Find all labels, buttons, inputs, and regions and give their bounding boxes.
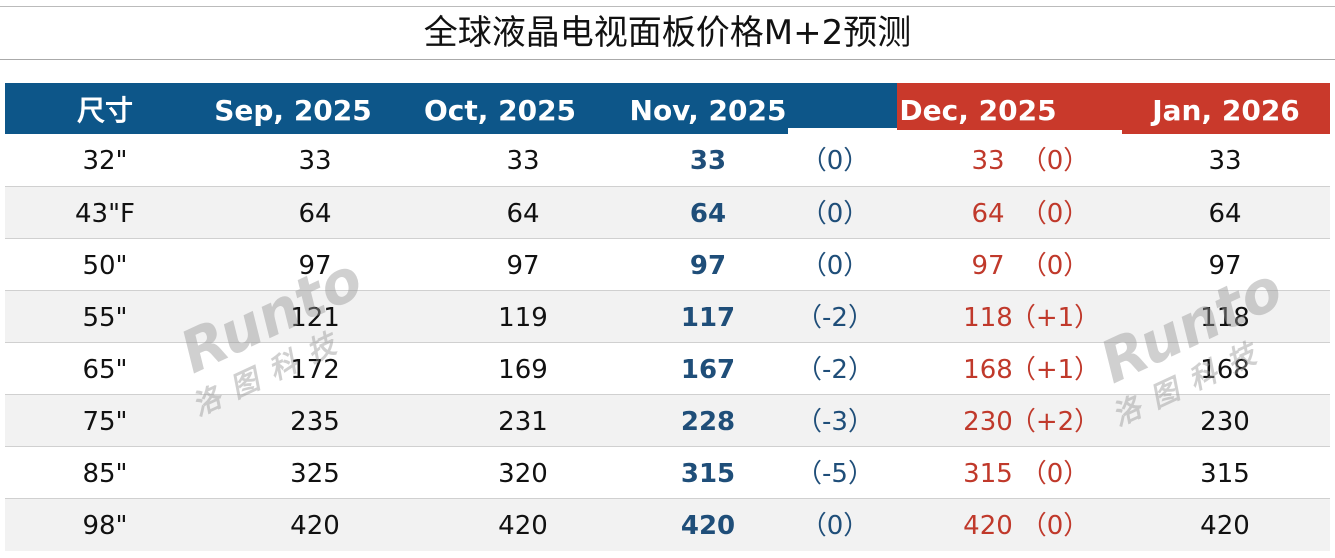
- header-underline: [897, 83, 1122, 134]
- table-cell: 98": [82, 511, 128, 541]
- table-cell: （+1）: [1009, 355, 1101, 385]
- table-cell: 325: [290, 459, 340, 489]
- table-cell: 64: [1208, 199, 1242, 229]
- table-row: 32" 33 33 33 （0） 33 （0） 33: [5, 134, 1330, 186]
- table-cell: 235: [290, 407, 340, 437]
- column-header: 尺寸: [76, 94, 133, 127]
- table-cell: 97: [298, 251, 332, 281]
- table-cell: （-2）: [796, 303, 874, 333]
- table-cell: 32": [82, 146, 128, 176]
- table-cell: 117: [680, 303, 736, 333]
- table-cell: （-5）: [796, 459, 874, 489]
- table-row: 98" 420 420 420 （0） 420 （0） 420: [5, 498, 1330, 551]
- table-row: 43"F 64 64 64 （0） 64 （0） 64: [5, 186, 1330, 239]
- table-cell: 228: [680, 407, 736, 437]
- table-row: 55" 121 119 117 （-2） 118 （+1） 118: [5, 290, 1330, 343]
- table-cell: 118: [963, 303, 1013, 333]
- table-cell: 167: [680, 355, 736, 385]
- table-cell: 97: [1208, 251, 1242, 281]
- table-cell: （0）: [1020, 251, 1090, 281]
- table-cell: （0）: [800, 251, 870, 281]
- table-cell: （0）: [800, 511, 870, 541]
- table-cell: 33: [689, 146, 727, 176]
- table-cell: 315: [680, 459, 736, 489]
- column-header: Jan, 2026: [1152, 94, 1300, 127]
- title: 全球液晶电视面板价格M+2预测: [0, 6, 1335, 60]
- table-cell: 420: [680, 511, 736, 541]
- table-cell: （0）: [800, 199, 870, 229]
- table-cell: 64: [689, 199, 727, 229]
- table-cell: 33: [298, 146, 332, 176]
- column-header: Sep, 2025: [214, 94, 372, 127]
- table-cell: （0）: [1020, 146, 1090, 176]
- table-cell: （-3）: [796, 407, 874, 437]
- table-cell: （0）: [1020, 459, 1090, 489]
- table-cell: （0）: [800, 146, 870, 176]
- table-row: 85" 325 320 315 （-5） 315 （0） 315: [5, 446, 1330, 499]
- table-cell: 33: [971, 146, 1005, 176]
- table-cell: 119: [498, 303, 548, 333]
- table-cell: 172: [290, 355, 340, 385]
- column-header: Oct, 2025: [423, 94, 577, 127]
- table-cell: 64: [298, 199, 332, 229]
- table-cell: 97: [689, 251, 727, 281]
- table-cell: 118: [1200, 303, 1250, 333]
- table-cell: 64: [971, 199, 1005, 229]
- table-cell: 64: [506, 199, 540, 229]
- table-cell: 33: [506, 146, 540, 176]
- table-cell: （0）: [1020, 511, 1090, 541]
- table-cell: 420: [498, 511, 548, 541]
- table-cell: （0）: [1020, 199, 1090, 229]
- header-bar: [5, 83, 897, 134]
- table-cell: （+2）: [1009, 407, 1101, 437]
- table-cell: （-2）: [796, 355, 874, 385]
- table-cell: 43"F: [75, 199, 135, 229]
- table-cell: 420: [1200, 511, 1250, 541]
- table-cell: 65": [82, 355, 128, 385]
- table-cell: 121: [290, 303, 340, 333]
- table-cell: 168: [1200, 355, 1250, 385]
- table-row: 75" 235 231 228 （-3） 230 （+2） 230: [5, 394, 1330, 447]
- table-cell: 169: [498, 355, 548, 385]
- table-cell: （+1）: [1009, 303, 1101, 333]
- table-cell: 85": [82, 459, 128, 489]
- table-row: 50" 97 97 97 （0） 97 （0） 97: [5, 238, 1330, 291]
- column-header: Dec, 2025: [899, 94, 1057, 127]
- table-cell: 75": [82, 407, 128, 437]
- header-bar-forecast: [897, 83, 1330, 134]
- table-cell: 230: [963, 407, 1013, 437]
- table-cell: 168: [963, 355, 1013, 385]
- table-cell: 420: [290, 511, 340, 541]
- table-cell: 230: [1200, 407, 1250, 437]
- header-gap: [788, 128, 897, 134]
- table-cell: 55": [82, 303, 128, 333]
- table-cell: 97: [506, 251, 540, 281]
- column-header: Nov, 2025: [629, 94, 787, 127]
- table-cell: 33: [1208, 146, 1242, 176]
- table-row: 65" 172 169 167 （-2） 168 （+1） 168: [5, 342, 1330, 395]
- table-cell: 315: [1200, 459, 1250, 489]
- table-cell: 320: [498, 459, 548, 489]
- table-cell: 97: [971, 251, 1005, 281]
- table-cell: 420: [963, 511, 1013, 541]
- table-cell: 50": [82, 251, 128, 281]
- table-cell: 315: [963, 459, 1013, 489]
- table-cell: 231: [498, 407, 548, 437]
